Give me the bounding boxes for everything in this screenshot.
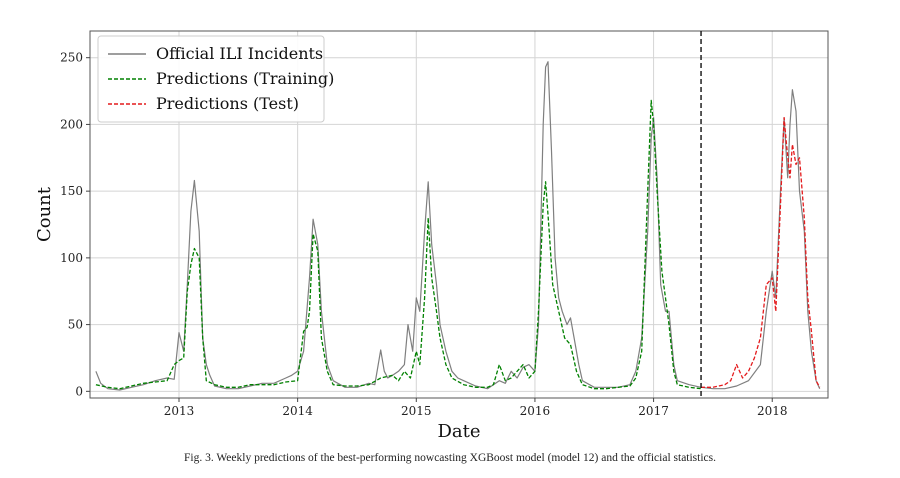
legend-label-test: Predictions (Test) bbox=[156, 94, 299, 113]
y-tick-label: 150 bbox=[60, 184, 83, 198]
x-tick-label: 2015 bbox=[401, 404, 432, 418]
x-tick-label: 2014 bbox=[282, 404, 313, 418]
y-tick-label: 0 bbox=[75, 384, 83, 398]
figure-caption: Fig. 3. Weekly predictions of the best-p… bbox=[183, 452, 717, 464]
y-tick-label: 250 bbox=[60, 51, 83, 65]
x-tick-label: 2018 bbox=[757, 404, 788, 418]
legend-box bbox=[97, 35, 325, 123]
y-axis-ticks: 0 50 100 150 200 250 bbox=[60, 51, 90, 398]
series-training-predictions-line bbox=[95, 99, 702, 390]
y-tick-label: 50 bbox=[68, 318, 83, 332]
x-tick-label: 2016 bbox=[520, 404, 551, 418]
x-tick-label: 2017 bbox=[638, 404, 669, 418]
x-tick-label: 2013 bbox=[164, 404, 195, 418]
y-axis-label: Count bbox=[34, 186, 55, 242]
series-layer bbox=[95, 61, 821, 391]
x-axis-ticks: 2013 2014 2015 2016 2017 2018 bbox=[164, 398, 788, 418]
y-tick-label: 200 bbox=[60, 117, 83, 131]
legend: Official ILI Incidents Predictions (Trai… bbox=[97, 35, 334, 123]
series-test-predictions-line bbox=[701, 117, 821, 388]
x-axis-label: Date bbox=[437, 421, 480, 442]
plot-frame bbox=[89, 30, 829, 399]
legend-label-training: Predictions (Training) bbox=[156, 69, 334, 88]
y-tick-label: 100 bbox=[60, 251, 83, 265]
legend-label-official: Official ILI Incidents bbox=[156, 44, 323, 63]
